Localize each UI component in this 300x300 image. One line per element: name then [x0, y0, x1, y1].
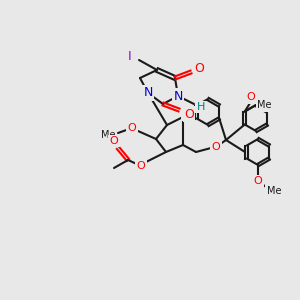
Text: N: N [173, 89, 183, 103]
Text: N: N [143, 86, 153, 100]
Text: O: O [136, 161, 146, 171]
Text: Me: Me [257, 100, 272, 110]
Text: H: H [197, 102, 205, 112]
Text: O: O [182, 106, 192, 119]
Text: O: O [194, 62, 204, 76]
Text: Me: Me [101, 130, 115, 140]
Text: O: O [184, 107, 194, 121]
Text: O: O [246, 92, 255, 103]
Text: O: O [254, 176, 262, 186]
Text: I: I [128, 50, 132, 62]
Text: O: O [212, 142, 220, 152]
Text: O: O [128, 123, 136, 133]
Text: O: O [110, 136, 118, 146]
Text: Me: Me [267, 186, 281, 196]
